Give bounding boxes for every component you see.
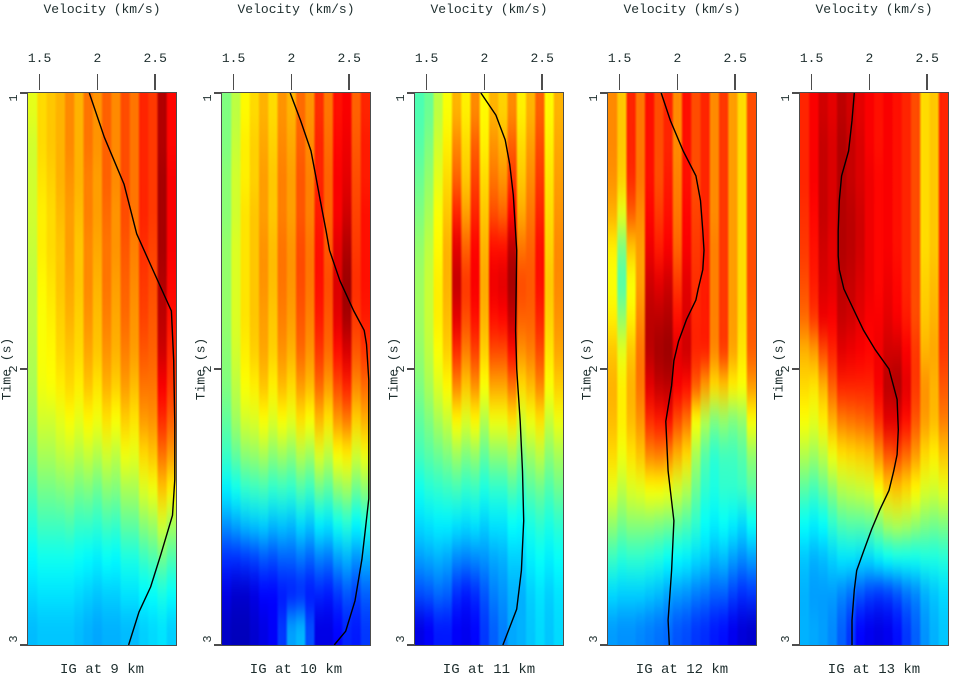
y-tick-mark	[214, 368, 221, 370]
time-axis-label: Time (s)	[193, 337, 209, 401]
panel-title: Velocity (km/s)	[815, 2, 933, 17]
semblance-heatmap	[415, 93, 563, 645]
semblance-heatmap	[222, 93, 370, 645]
y-tick-label: 1	[779, 94, 793, 102]
time-axis-label: Time (s)	[386, 337, 402, 401]
y-tick-mark	[792, 92, 799, 94]
panel-caption: IG at 11 km	[442, 662, 536, 678]
x-tick-label: 1.5	[799, 51, 824, 66]
y-tick-mark	[407, 644, 414, 646]
x-tick-label: 2	[480, 51, 489, 66]
time-axis-label: Time (s)	[0, 337, 15, 401]
x-tick-mark	[541, 74, 543, 90]
y-tick-mark	[214, 644, 221, 646]
time-axis-label: Time (s)	[771, 337, 787, 401]
panel-caption: IG at 12 km	[635, 662, 729, 678]
y-tick-mark	[20, 644, 27, 646]
x-tick-label: 2.5	[915, 51, 939, 66]
y-tick-mark	[792, 644, 799, 646]
time-axis-label: Time (s)	[579, 337, 595, 401]
x-tick-label: 2.5	[143, 51, 167, 66]
x-tick-label: 2.5	[723, 51, 747, 66]
x-tick-label: 2	[287, 51, 296, 66]
x-tick-label: 1.5	[414, 51, 439, 66]
x-tick-mark	[290, 74, 293, 90]
x-tick-mark	[425, 74, 428, 90]
panel-title: Velocity (km/s)	[430, 2, 548, 17]
y-tick-mark	[600, 644, 607, 646]
x-tick-mark	[38, 74, 41, 90]
panel-caption: IG at 9 km	[59, 662, 145, 678]
y-tick-mark	[407, 92, 414, 94]
x-tick-mark	[483, 74, 486, 90]
y-tick-label: 3	[779, 635, 793, 643]
x-tick-mark	[868, 74, 871, 90]
semblance-heatmap	[28, 93, 176, 645]
picked-velocity-path	[88, 92, 176, 646]
y-tick-mark	[792, 368, 799, 370]
picked-velocity-path	[480, 92, 525, 646]
y-tick-label: 3	[394, 635, 408, 643]
y-tick-mark	[407, 368, 414, 370]
x-tick-mark	[618, 74, 621, 90]
x-tick-label: 1.5	[27, 51, 52, 66]
picked-velocity-curve	[88, 92, 176, 646]
x-tick-mark	[348, 74, 350, 90]
y-tick-label: 1	[394, 94, 408, 102]
panel-title: Velocity (km/s)	[43, 2, 161, 17]
y-tick-mark	[20, 92, 27, 94]
picked-velocity-path	[837, 92, 899, 645]
picked-velocity-path	[660, 92, 705, 646]
picked-velocity-path	[289, 92, 370, 646]
x-tick-label: 2	[865, 51, 874, 66]
picked-velocity-curve	[480, 92, 525, 646]
panel-caption: IG at 10 km	[249, 662, 343, 678]
picked-velocity-curve	[660, 92, 705, 646]
x-tick-label: 1.5	[221, 51, 246, 66]
y-tick-mark	[600, 92, 607, 94]
y-tick-label: 3	[201, 635, 215, 643]
x-tick-mark	[926, 74, 928, 90]
y-tick-mark	[20, 368, 27, 370]
x-tick-mark	[154, 74, 156, 90]
y-tick-mark	[214, 92, 221, 94]
panel-caption: IG at 13 km	[827, 662, 921, 678]
picked-velocity-curve	[289, 92, 370, 646]
x-tick-mark	[96, 74, 99, 90]
semblance-heatmap	[800, 93, 948, 645]
picked-velocity-curve	[837, 92, 899, 645]
y-tick-mark	[600, 368, 607, 370]
x-tick-label: 2	[673, 51, 682, 66]
panel-title: Velocity (km/s)	[237, 2, 355, 17]
y-tick-label: 1	[7, 94, 21, 102]
y-tick-label: 1	[201, 94, 215, 102]
x-tick-label: 2.5	[530, 51, 554, 66]
y-tick-label: 1	[587, 94, 601, 102]
panel-title: Velocity (km/s)	[623, 2, 741, 17]
y-tick-label: 3	[587, 635, 601, 643]
y-tick-label: 3	[7, 635, 21, 643]
semblance-heatmap	[608, 93, 756, 645]
x-tick-label: 2.5	[337, 51, 361, 66]
x-tick-mark	[232, 74, 235, 90]
x-tick-mark	[676, 74, 679, 90]
x-tick-mark	[810, 74, 813, 90]
x-tick-label: 2	[93, 51, 102, 66]
x-tick-mark	[734, 74, 736, 90]
x-tick-label: 1.5	[607, 51, 632, 66]
